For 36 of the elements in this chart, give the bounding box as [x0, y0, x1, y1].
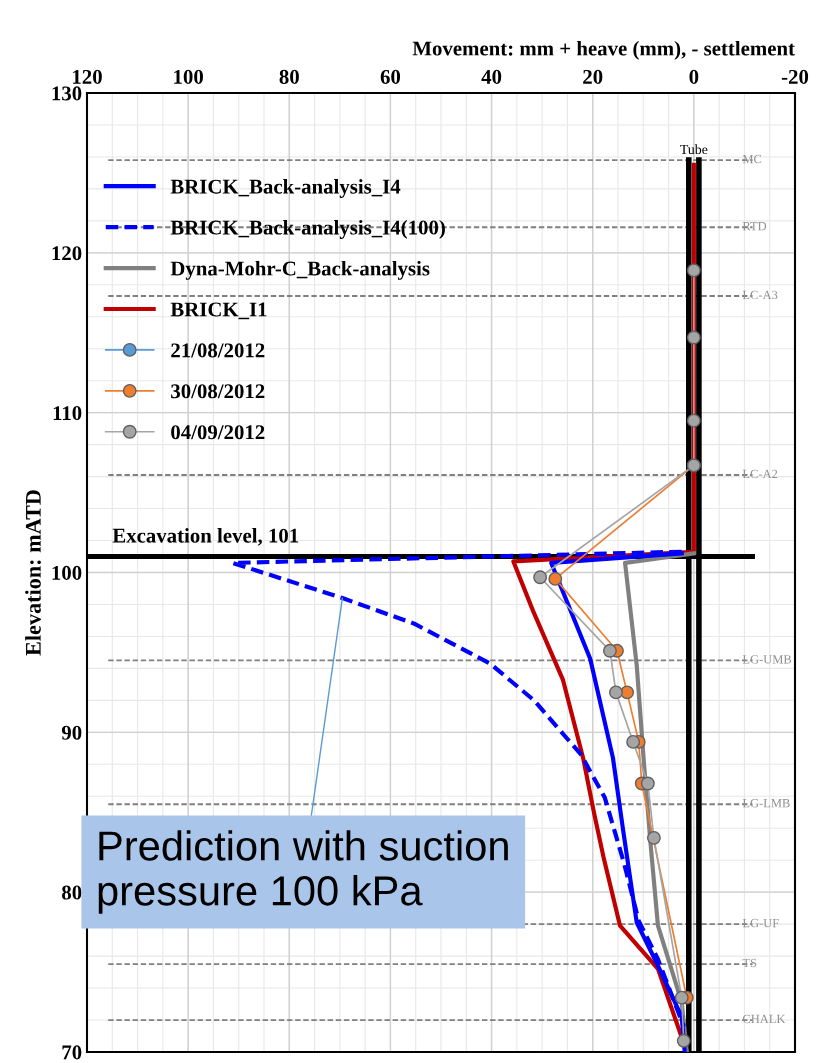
- x-axis-title: Movement: mm + heave (mm), - settlement: [412, 40, 795, 60]
- y-tick-label: 130: [52, 86, 82, 101]
- ref-line-label: LC-A2: [742, 469, 778, 479]
- legend-label: 30/08/2012: [171, 384, 265, 399]
- y-tick-label: 70: [62, 1045, 82, 1060]
- x-tick-label: 60: [380, 69, 401, 84]
- ref-line-label: TS: [742, 958, 757, 968]
- x-tick-label: 0: [689, 69, 699, 84]
- ref-line-label: LG-UMB: [742, 655, 792, 664]
- x-tick-label: -20: [781, 69, 809, 84]
- ref-line-label: Excavation level, 101: [112, 528, 299, 546]
- x-tick-label: 20: [583, 69, 603, 84]
- ref-line-label: LC-A3: [742, 290, 778, 300]
- legend-label: 21/08/2012: [171, 343, 265, 358]
- legend-label: 04/09/2012: [171, 425, 265, 440]
- x-tick-label: 120: [73, 69, 102, 84]
- y-tick-label: 90: [61, 725, 82, 740]
- ref-line-label: CHALK: [742, 1014, 786, 1024]
- x-tick-label: 40: [481, 69, 502, 84]
- ref-line-label: LG-LMB: [742, 798, 790, 808]
- legend-label: BRICK_I1: [170, 302, 267, 320]
- ref-line-label: Tube: [680, 144, 708, 155]
- x-tick-label: 100: [174, 69, 203, 84]
- legend-label: BRICK_Back-analysis_I4(100): [170, 219, 445, 239]
- y-tick-label: 110: [53, 406, 82, 421]
- ref-line-label: MC: [742, 154, 762, 164]
- annotation: Prediction with suction pressure 100 kPa: [98, 830, 508, 914]
- legend-label: BRICK_Back-analysis_I4: [170, 179, 401, 198]
- ref-line-label: RTD: [742, 222, 767, 231]
- x-tick-label: 80: [279, 69, 299, 84]
- y-tick-label: 120: [52, 246, 82, 261]
- ref-line-label: LG-UF: [742, 918, 779, 928]
- y-axis-title: Elevation: mATD: [25, 490, 41, 656]
- y-tick-label: 100: [52, 565, 82, 580]
- legend-label: Dyna-Mohr-C_Back-analysis: [170, 260, 430, 280]
- y-tick-label: 80: [62, 885, 82, 900]
